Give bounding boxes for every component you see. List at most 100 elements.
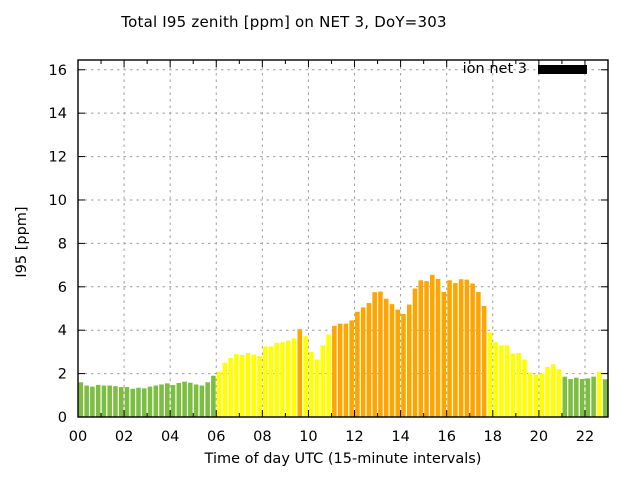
bar-01:15 <box>107 385 112 417</box>
bar-06:30 <box>228 357 233 417</box>
y-tick-label: 14 <box>49 106 67 122</box>
bar-04:45 <box>188 382 193 417</box>
bar-06:15 <box>222 362 228 417</box>
bar-13:15 <box>383 298 389 417</box>
x-tick-label: 16 <box>437 429 455 445</box>
x-tick-label: 02 <box>115 429 133 445</box>
bar-03:15 <box>153 385 159 417</box>
bar-00:45 <box>95 384 101 417</box>
bar-07:15 <box>245 352 251 417</box>
bar-05:00 <box>193 384 199 417</box>
bar-10:00 <box>309 351 314 417</box>
bar-10:45 <box>326 334 331 417</box>
bar-12:45 <box>372 292 377 417</box>
y-tick-label: 16 <box>49 63 67 79</box>
bar-19:15 <box>522 359 527 417</box>
x-tick-label: 18 <box>484 429 502 445</box>
bar-16:45 <box>464 279 470 417</box>
bar-00:15 <box>84 385 89 417</box>
bar-14:00 <box>401 313 406 417</box>
x-axis-label: Time of day UTC (15-minute intervals) <box>204 451 482 467</box>
bar-02:00 <box>124 387 130 417</box>
bar-22:00 <box>585 378 591 417</box>
bar-08:15 <box>268 346 274 417</box>
bar-13:30 <box>389 304 395 417</box>
x-tick-label: 08 <box>253 429 271 445</box>
bar-04:00 <box>170 385 176 417</box>
bar-11:30 <box>343 323 349 417</box>
bar-19:30 <box>527 372 533 417</box>
bar-11:45 <box>349 320 354 417</box>
x-tick-label: 10 <box>299 429 317 445</box>
plot-border <box>77 59 609 418</box>
bar-04:15 <box>176 382 182 417</box>
x-tick-label: 12 <box>345 429 363 445</box>
bar-20:15 <box>545 367 550 417</box>
bar-05:15 <box>199 385 205 417</box>
bar-07:00 <box>239 354 245 417</box>
bar-16:00 <box>447 280 452 417</box>
bar-09:15 <box>291 338 297 417</box>
x-tick-label: 04 <box>161 429 179 445</box>
bar-19:45 <box>533 374 539 417</box>
bar-08:45 <box>280 342 285 417</box>
x-tick-label: 22 <box>576 429 594 445</box>
bar-00:00 <box>78 382 84 417</box>
bar-10:15 <box>314 359 320 417</box>
bar-01:45 <box>118 387 124 417</box>
bar-15:00 <box>424 281 429 417</box>
bar-09:30 <box>297 329 303 417</box>
bar-15:45 <box>441 292 447 417</box>
bar-05:45 <box>211 375 216 417</box>
bar-22:45 <box>602 379 608 417</box>
legend-label: ion net 3 <box>462 61 527 77</box>
bar-18:30 <box>504 345 510 417</box>
bar-17:30 <box>481 305 487 417</box>
bar-22:15 <box>591 376 596 417</box>
bar-14:30 <box>412 288 418 417</box>
bar-02:15 <box>130 388 136 417</box>
bar-20:45 <box>556 369 562 417</box>
bar-07:45 <box>257 356 262 417</box>
bar-21:45 <box>579 379 585 417</box>
y-tick-label: 0 <box>58 410 67 426</box>
legend: ion net 3 <box>78 62 587 77</box>
bar-20:30 <box>550 364 556 417</box>
bar-14:45 <box>418 280 424 417</box>
bar-17:00 <box>470 283 475 417</box>
bar-18:00 <box>493 342 498 417</box>
bar-05:30 <box>205 382 210 417</box>
bar-11:00 <box>332 325 337 417</box>
bar-03:30 <box>159 384 164 417</box>
bar-11:15 <box>337 323 343 417</box>
bar-04:30 <box>182 381 187 417</box>
bar-18:45 <box>510 353 516 417</box>
bar-20:00 <box>539 373 545 417</box>
bar-15:15 <box>430 274 435 417</box>
bar-09:45 <box>303 336 308 417</box>
bar-21:30 <box>574 377 579 417</box>
bar-17:15 <box>476 292 481 417</box>
bar-01:30 <box>113 386 118 417</box>
bar-12:00 <box>355 311 360 417</box>
bar-16:15 <box>453 283 458 417</box>
bar-19:00 <box>516 352 521 417</box>
bar-06:00 <box>216 371 222 417</box>
bar-17:45 <box>487 332 493 417</box>
bar-21:15 <box>568 379 573 417</box>
bar-02:30 <box>136 387 141 417</box>
bar-22:30 <box>597 371 602 417</box>
bar-08:00 <box>262 346 268 417</box>
x-tick-label: 20 <box>530 429 548 445</box>
bar-16:30 <box>458 279 464 417</box>
y-tick-label: 6 <box>58 280 67 296</box>
bar-07:30 <box>251 354 256 417</box>
x-tick-label: 14 <box>391 429 409 445</box>
bar-03:45 <box>165 383 170 417</box>
y-tick-label: 12 <box>49 150 67 166</box>
y-tick-label: 2 <box>58 367 67 383</box>
x-tick-label: 00 <box>69 429 87 445</box>
bar-12:30 <box>366 303 372 417</box>
